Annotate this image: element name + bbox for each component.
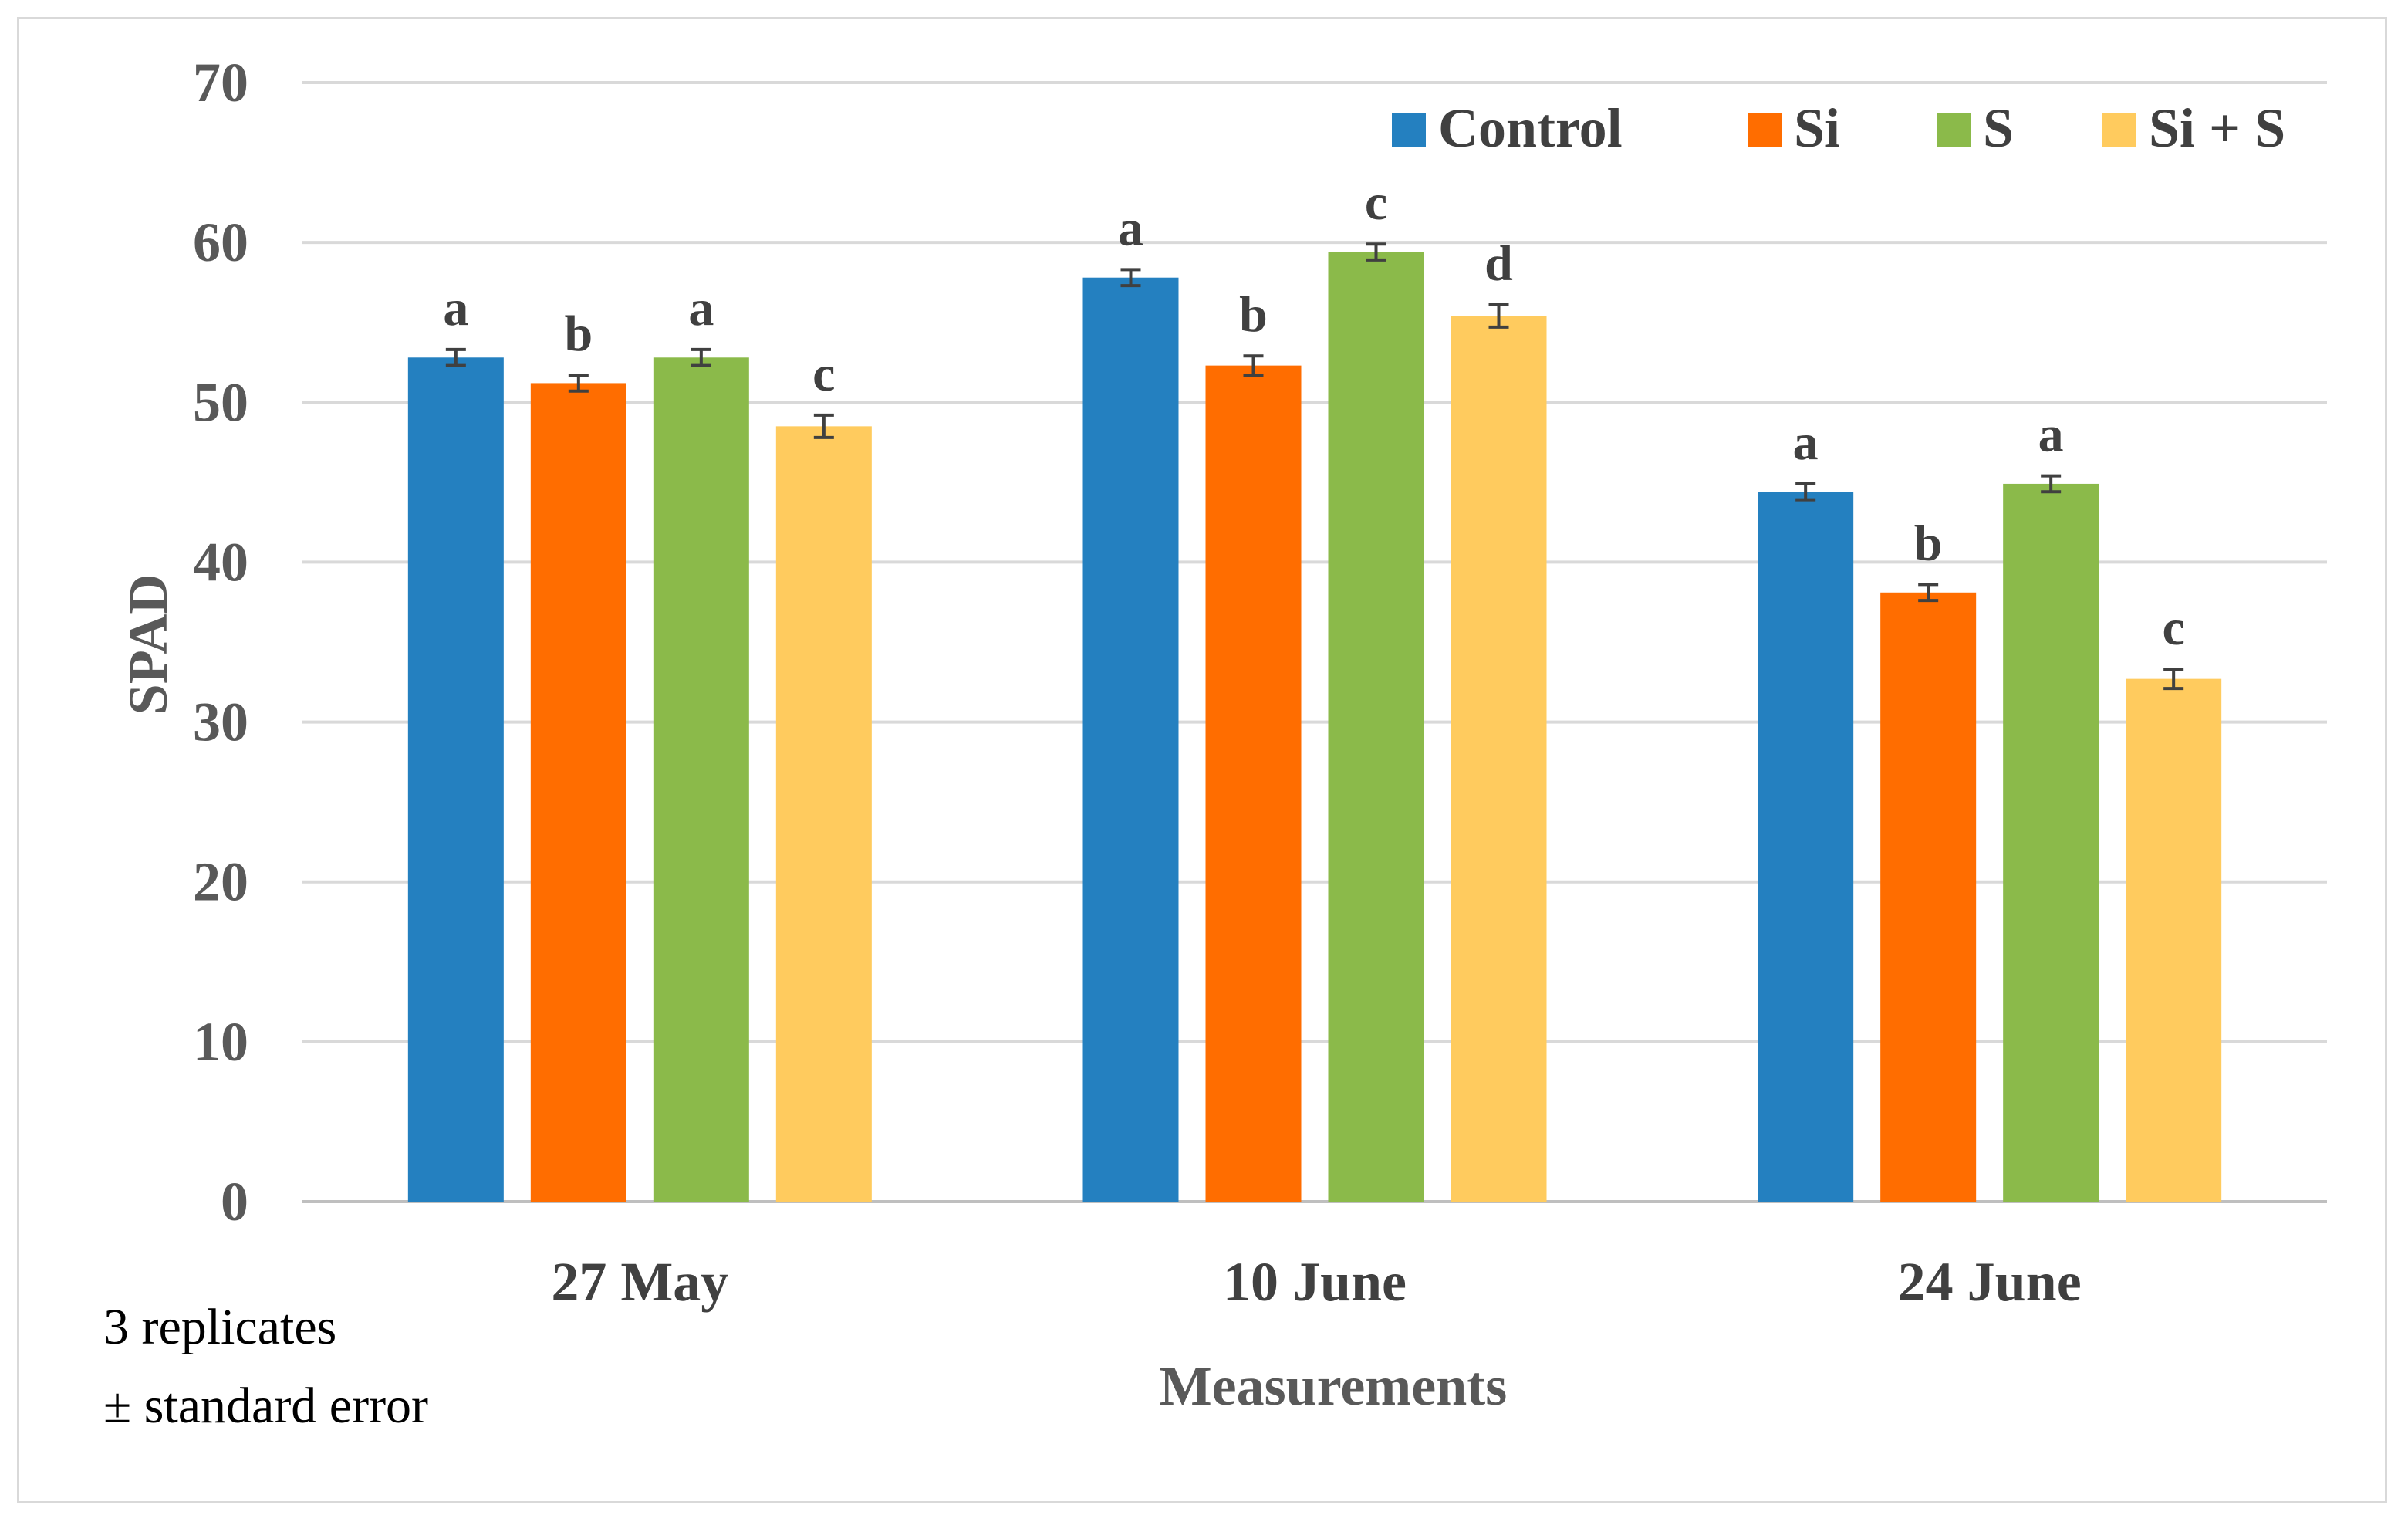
bar-s — [1328, 252, 1424, 1202]
significance-letter: c — [1365, 174, 1387, 231]
y-tick-label: 50 — [193, 371, 248, 433]
legend: Control Si S Si + S — [1392, 97, 2285, 159]
significance-letter: d — [1484, 235, 1513, 292]
bar-si-s — [775, 426, 872, 1202]
significance-letter: a — [2038, 407, 2064, 463]
significance-letter: a — [443, 280, 468, 336]
note-replicates: 3 replicates — [103, 1299, 336, 1355]
legend-label: S — [1983, 97, 2014, 159]
bar-s — [653, 357, 749, 1202]
legend-label: Si — [1794, 97, 1840, 159]
note-standard-error: ± standard error — [103, 1378, 428, 1434]
legend-swatch — [2102, 113, 2136, 147]
y-tick-label: 20 — [193, 851, 248, 913]
legend-swatch — [1937, 113, 1971, 147]
y-axis-ticks: 0 10 20 30 40 50 60 70 — [193, 52, 248, 1233]
y-tick-label: 10 — [193, 1011, 248, 1073]
x-category-label: 10 June — [1223, 1251, 1407, 1313]
legend-label: Control — [1438, 97, 1623, 159]
bar-control — [407, 357, 504, 1202]
bar-si-s — [2126, 678, 2222, 1202]
significance-letter: b — [1239, 286, 1268, 343]
bar-si — [1880, 592, 1977, 1202]
y-tick-label: 70 — [193, 52, 248, 113]
bar-si-s — [1451, 316, 1547, 1202]
bar-si — [1205, 365, 1302, 1202]
significance-letter: b — [564, 306, 593, 362]
bar-s — [2003, 483, 2099, 1202]
x-category-label: 27 May — [551, 1251, 728, 1313]
y-tick-label: 30 — [193, 691, 248, 753]
y-tick-label: 40 — [193, 531, 248, 593]
x-axis-categories: 27 May 10 June 24 June — [551, 1251, 2081, 1313]
significance-letter: a — [1793, 414, 1819, 471]
significance-letter: c — [812, 346, 835, 402]
legend-label: Si + S — [2149, 97, 2285, 159]
significance-letter: b — [1914, 515, 1943, 571]
significance-letter: a — [1118, 200, 1143, 256]
legend-swatch — [1748, 113, 1782, 147]
significance-letter: c — [2163, 600, 2185, 656]
legend-swatch — [1392, 113, 1426, 147]
y-tick-label: 0 — [221, 1171, 248, 1233]
y-tick-label: 60 — [193, 211, 248, 273]
y-axis-title: SPAD — [117, 574, 179, 715]
bar-si — [530, 383, 626, 1202]
gridlines — [302, 81, 2327, 1203]
bars: a b a c a b c d a b a c — [407, 174, 2222, 1202]
x-axis-title: Measurements — [1160, 1355, 1508, 1417]
bar-control — [1082, 277, 1179, 1202]
significance-letter: a — [688, 280, 714, 336]
x-category-label: 24 June — [1898, 1251, 2082, 1313]
bar-control — [1758, 492, 1854, 1202]
